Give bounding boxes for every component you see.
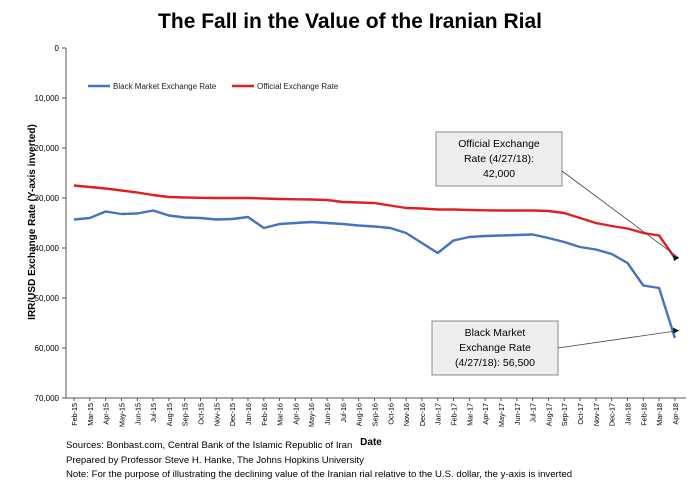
chart-notes: Sources: Bonbast.com, Central Bank of th…	[66, 439, 572, 483]
callout-box	[431, 320, 559, 376]
x-tick-label: Apr-18	[671, 403, 680, 425]
callout-text: 42,000	[483, 168, 515, 180]
x-tick-label: Aug-16	[355, 403, 364, 426]
official-series-line	[73, 184, 676, 259]
series-layer	[73, 184, 677, 339]
x-tick-label: Mar-15	[86, 403, 95, 426]
x-tick-label: Dec-16	[418, 403, 427, 426]
x-axis-label: Date	[360, 437, 382, 448]
x-tick-label: Jul-15	[149, 403, 158, 423]
x-tick-label: Oct-16	[386, 403, 395, 425]
x-tick-label: Feb-15	[70, 403, 79, 426]
inverted-axis-note: Note: For the purpose of illustrating th…	[66, 469, 573, 480]
callout-text: (4/27/18): 56,500	[455, 357, 535, 369]
x-tick-label: May-17	[497, 403, 506, 427]
x-tick-label: Sep-15	[181, 403, 190, 426]
chart-title: The Fall in the Value of the Iranian Ria…	[158, 10, 542, 33]
x-tick-label: Aug-15	[165, 403, 174, 426]
x-tick-label: May-15	[117, 403, 126, 427]
x-tick-label: Mar-16	[276, 403, 285, 426]
callout-text: Black Market	[465, 327, 526, 339]
x-tick-label: Jan-18	[623, 403, 632, 425]
x-tick-label: May-16	[307, 403, 316, 427]
x-tick-label: Feb-16	[260, 403, 269, 426]
callout-leader	[561, 170, 680, 259]
x-tick-label: Mar-18	[655, 403, 664, 426]
sources-note: Sources: Bonbast.com, Central Bank of th…	[66, 440, 353, 451]
x-tick-label: Sep-17	[560, 403, 569, 426]
y-axis-ticks: 0 10,000 20,000 30,000 40,000 50,000 60,000 70,…	[35, 44, 66, 403]
x-tick-label: Dec-17	[608, 403, 617, 426]
x-tick-label: Feb-18	[639, 403, 648, 426]
y-tick-label: 60,000	[35, 344, 60, 353]
callout-box	[435, 131, 563, 187]
x-tick-label: Jun-15	[133, 403, 142, 425]
x-tick-label: Oct-15	[197, 403, 206, 425]
x-tick-label: Jul-17	[529, 403, 538, 423]
black-market-series-line	[73, 209, 677, 339]
official-callout: Official Exchange Rate (4/27/18): 42,000	[435, 131, 680, 261]
callout-text: Rate (4/27/18):	[464, 153, 534, 165]
callout-leader	[557, 330, 679, 349]
x-tick-label: Nov-16	[402, 403, 411, 426]
callout-arrowhead	[672, 255, 679, 261]
annotations: Official Exchange Rate (4/27/18): 42,000 Bl…	[431, 131, 680, 376]
y-tick-label: 50,000	[35, 294, 60, 303]
legend-label: Official Exchange Rate	[257, 82, 339, 91]
x-tick-label: Nov-17	[592, 403, 601, 426]
x-tick-label: Jul-16	[339, 403, 348, 423]
y-axis-label: IRR/USD Exchange Rate (Y-axis inverted)	[27, 124, 38, 320]
x-tick-label: Apr-17	[481, 403, 490, 425]
x-tick-label: Apr-16	[291, 403, 300, 425]
author-note: Prepared by Professor Steve H. Hanke, Th…	[66, 454, 364, 466]
x-tick-label: Feb-17	[450, 403, 459, 426]
x-tick-label: Dec-15	[228, 403, 237, 426]
x-tick-label: Jun-17	[513, 403, 522, 425]
x-tick-label: Aug-17	[544, 403, 553, 426]
legend-label: Black Market Exchange Rate	[113, 82, 217, 91]
callout-arrowhead	[672, 327, 679, 334]
callout-text: Exchange Rate	[459, 342, 531, 354]
y-tick-label: 10,000	[35, 94, 60, 103]
x-tick-label: Jan-16	[244, 403, 253, 425]
x-tick-label: Apr-15	[102, 403, 111, 425]
legend: Black Market Exchange Rate Official Excha…	[88, 82, 339, 91]
y-tick-label: 30,000	[35, 194, 60, 203]
x-axis-ticks: Feb-15 Mar-15 Apr-15 May-15 Jun-15 Jul-15 Aug-…	[70, 398, 680, 427]
x-tick-label: Sep-16	[370, 403, 379, 426]
x-tick-label: Mar-17	[465, 403, 474, 426]
y-tick-label: 70,000	[35, 394, 60, 403]
x-tick-label: Jan-17	[434, 403, 443, 425]
black-callout: Black Market Exchange Rate (4/27/18): 56,5…	[431, 320, 679, 376]
x-tick-label: Jun-16	[323, 403, 332, 425]
x-tick-label: Oct-17	[576, 403, 585, 425]
y-tick-label: 40,000	[35, 244, 60, 253]
x-tick-label: Nov-15	[212, 403, 221, 426]
y-tick-label: 0	[55, 44, 60, 53]
callout-text: Official Exchange	[458, 138, 540, 150]
y-tick-label: 20,000	[35, 144, 60, 153]
